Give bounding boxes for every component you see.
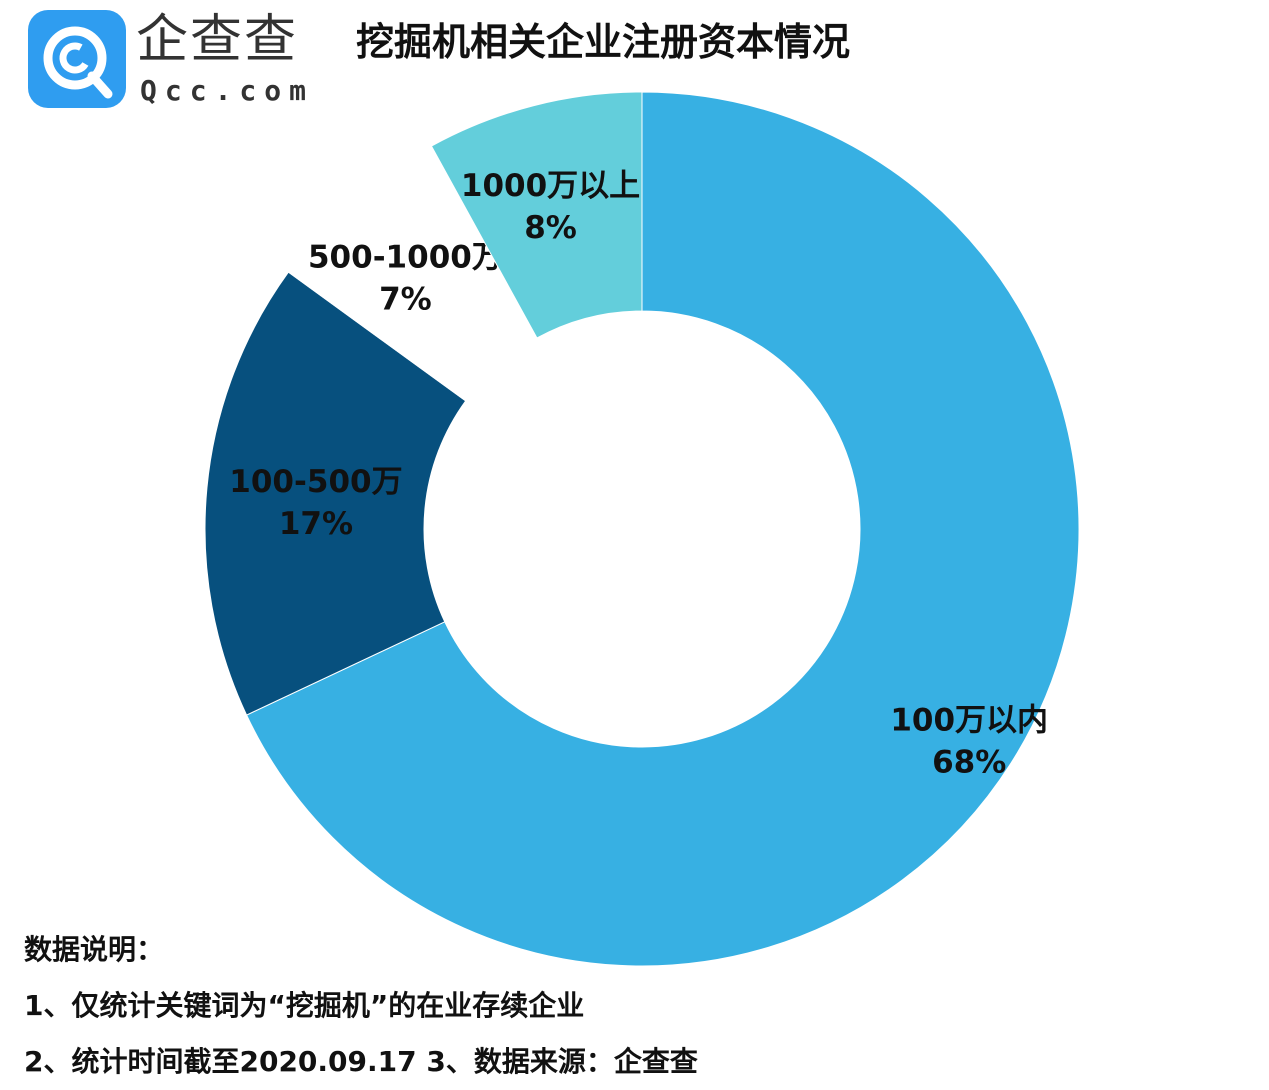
notes-line-1: 1、仅统计关键词为“挖掘机”的在业存续企业: [24, 989, 585, 1022]
slice-label: 1000万以上 8%: [461, 168, 640, 246]
slice-value-label: 17%: [279, 506, 353, 542]
donut-slice: [430, 91, 643, 339]
slice-category-label: 500-1000万: [308, 239, 503, 275]
chart-title: 挖掘机相关企业注册资本情况: [356, 20, 851, 64]
slice-label: 500-1000万 7%: [308, 239, 503, 317]
slice-label: 100万以内 68%: [890, 703, 1048, 781]
notes-line-2: 2、统计时间截至2020.09.17 3、数据来源：企查查: [24, 1045, 698, 1078]
slice-category-label: 100万以内: [890, 703, 1048, 739]
donut-slice: [245, 91, 1080, 967]
slice-category-label: 100-500万: [229, 464, 402, 500]
data-notes: 数据说明： 1、仅统计关键词为“挖掘机”的在业存续企业 2、统计时间截至2020…: [24, 922, 698, 1090]
brand-name-cn: 企查查: [136, 10, 299, 70]
slice-label: 100-500万 17%: [229, 464, 402, 542]
brand-logo: 企查查 Qcc.com: [28, 10, 318, 110]
slice-value-label: 8%: [524, 210, 577, 246]
slice-category-label: 1000万以上: [461, 168, 640, 204]
brand-name-en: Qcc.com: [140, 74, 315, 107]
slice-value-label: 68%: [932, 745, 1006, 781]
notes-heading: 数据说明：: [24, 933, 165, 966]
qcc-logo-icon: [28, 10, 126, 108]
slice-value-label: 7%: [379, 281, 432, 317]
donut-slice: [204, 271, 467, 716]
